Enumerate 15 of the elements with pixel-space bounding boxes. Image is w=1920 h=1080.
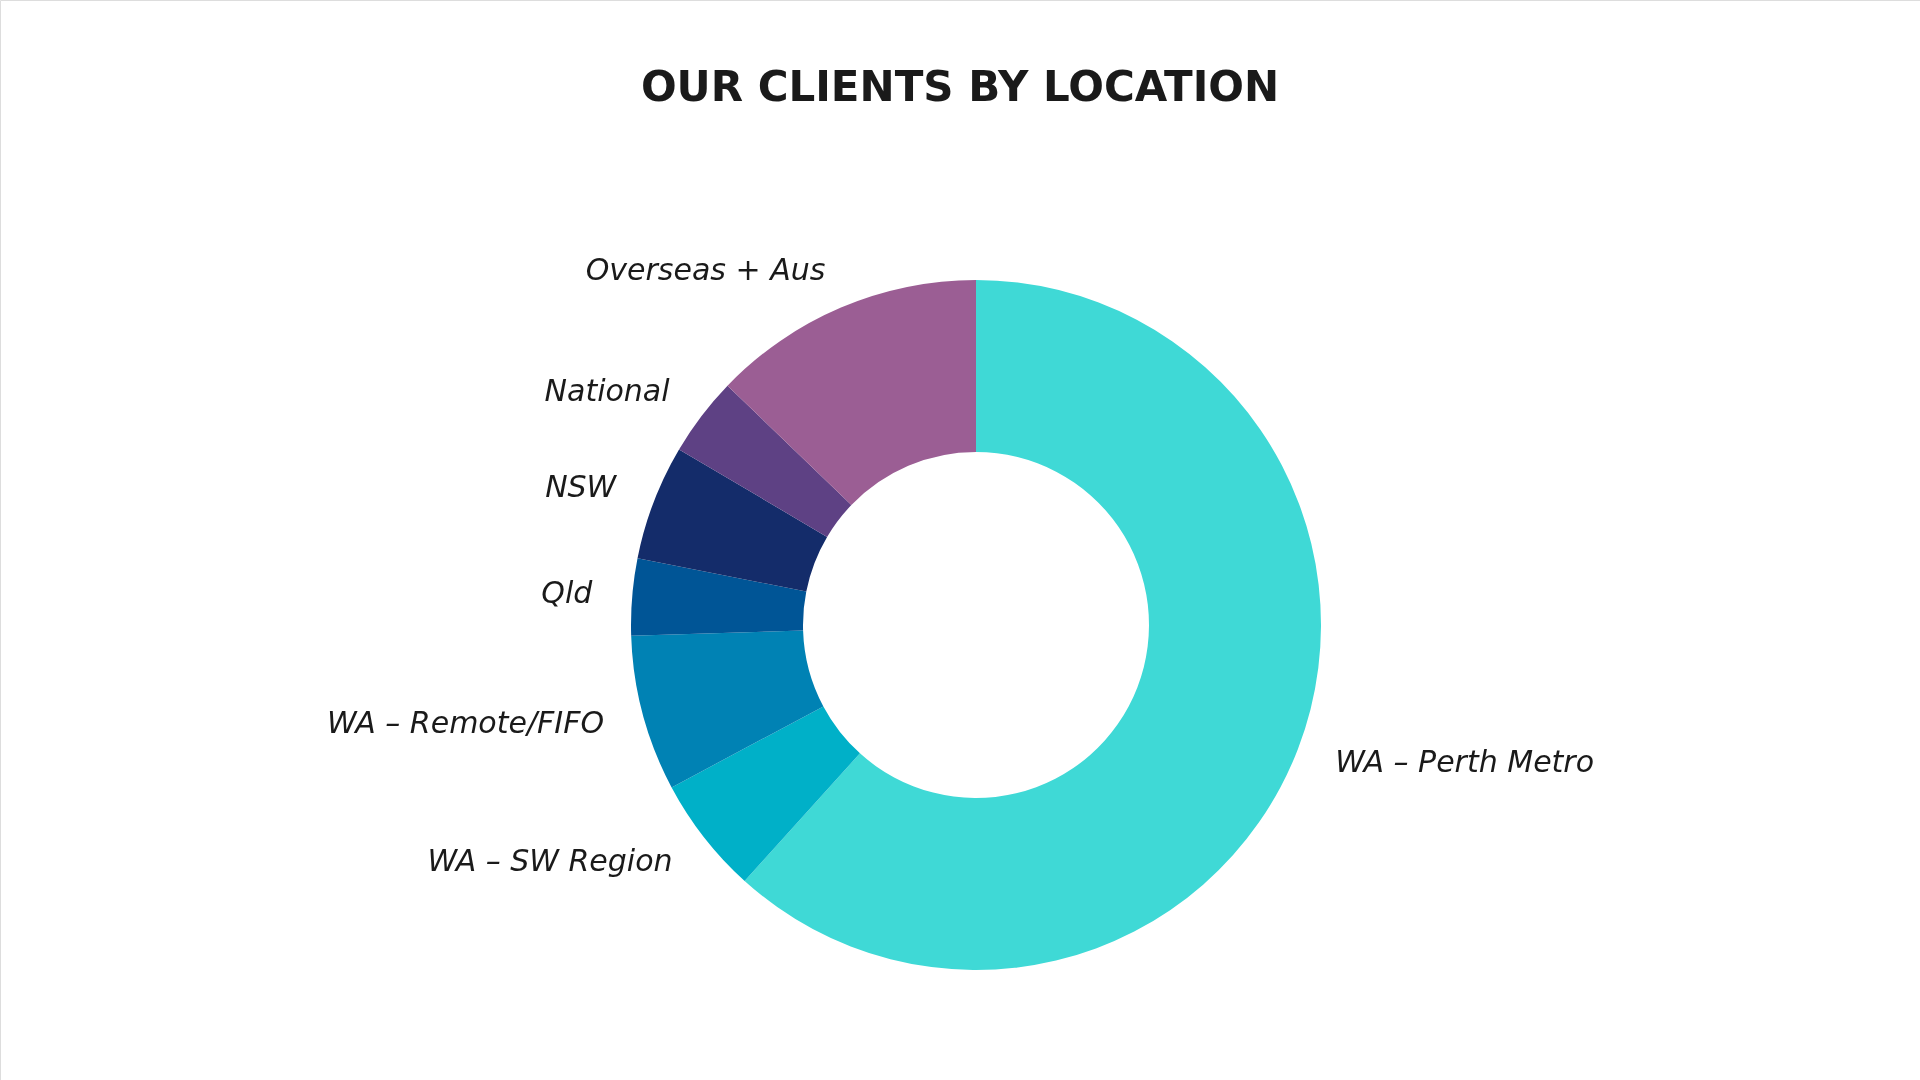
slice-label: WA – Remote/FIFO xyxy=(327,705,605,741)
slice-label: Qld xyxy=(541,574,594,610)
chart-title: OUR CLIENTS BY LOCATION xyxy=(640,62,1280,111)
donut-slice xyxy=(631,630,824,788)
donut-slice xyxy=(679,385,852,537)
donut-slice xyxy=(744,280,1321,970)
slice-label: NSW xyxy=(545,468,618,504)
donut-slice xyxy=(637,449,828,592)
slice-label: WA – SW Region xyxy=(427,842,673,878)
donut-slice xyxy=(631,558,807,636)
slice-label: National xyxy=(544,372,671,408)
donut-slice xyxy=(671,706,860,881)
slice-label: WA – Perth Metro xyxy=(1335,744,1595,780)
donut-slice xyxy=(727,280,976,505)
slice-label: Overseas + Aus xyxy=(585,251,826,287)
